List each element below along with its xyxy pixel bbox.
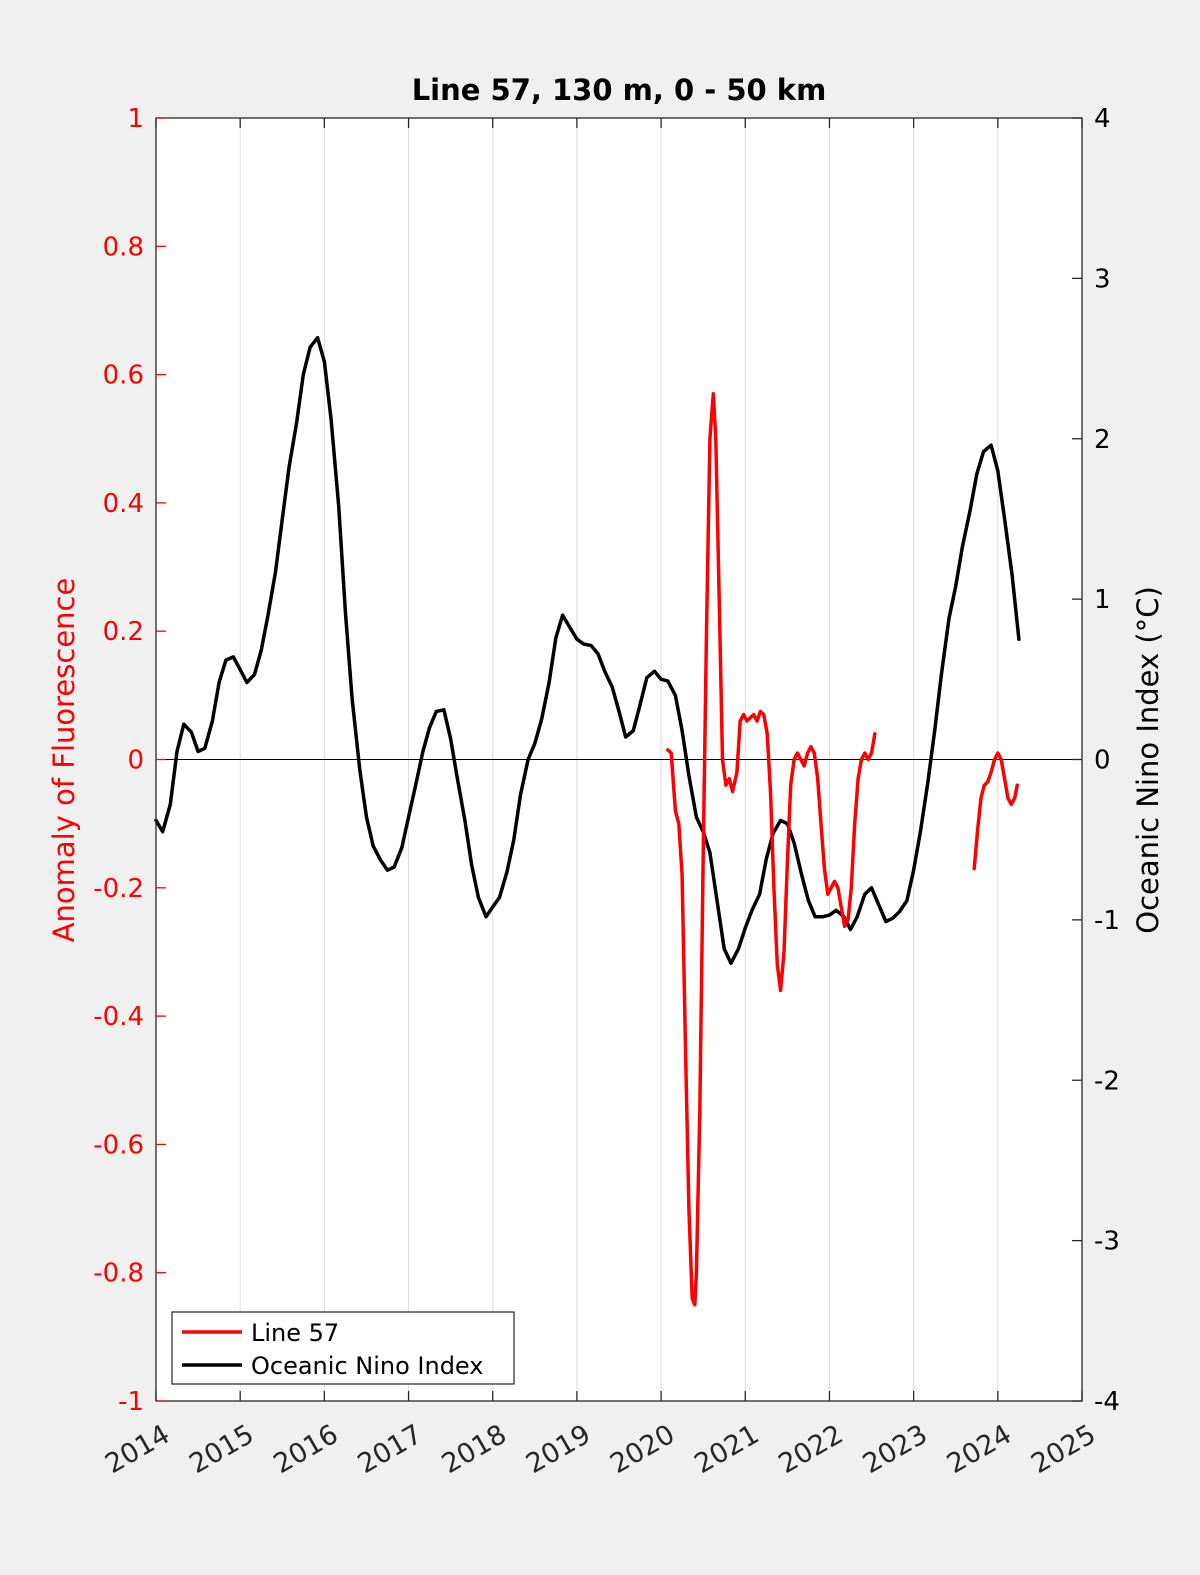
left-axis: 1 0.8 0.6 0.4 0.2 0 -0.2 -0.4 -0.6 -0.8 -1 <box>93 104 166 1417</box>
legend-label-line57: Line 57 <box>251 1319 339 1347</box>
left-tick-label: 0 <box>127 746 144 776</box>
right-tick-label: -2 <box>1094 1066 1120 1096</box>
left-tick-label: 0.2 <box>103 617 144 647</box>
right-tick-label: 0 <box>1094 746 1111 776</box>
left-tick-label: 0.4 <box>103 489 144 519</box>
legend-box <box>171 1311 515 1385</box>
line57-series-line <box>666 392 877 1307</box>
left-tick-label: 0.8 <box>103 232 144 262</box>
right-tick-label: -3 <box>1094 1227 1120 1257</box>
right-tick-label: 1 <box>1094 585 1111 615</box>
legend-label-oni: Oceanic Nino Index <box>251 1352 483 1380</box>
left-tick-label: -0.2 <box>93 874 144 904</box>
legend: Line 57 Oceanic Nino Index <box>171 1311 515 1385</box>
chart-title: Line 57, 130 m, 0 - 50 km <box>412 73 827 107</box>
left-tick-label: -1 <box>118 1387 144 1417</box>
right-axis: 4 3 2 1 0 -1 -2 -3 -4 <box>1072 104 1120 1417</box>
left-tick-label: -0.8 <box>93 1259 144 1289</box>
left-tick-label: 0.6 <box>103 361 144 391</box>
right-tick-label: 3 <box>1094 264 1111 294</box>
right-axis-label: Oceanic Nino Index (°C) <box>1131 586 1165 934</box>
series-layer <box>154 335 1021 1307</box>
left-tick-label: -0.6 <box>93 1130 144 1160</box>
left-axis-label: Anomaly of Fluorescence <box>47 578 81 943</box>
left-tick-label: -0.4 <box>93 1002 144 1032</box>
right-tick-label: -4 <box>1094 1387 1120 1417</box>
left-tick-label: 1 <box>127 104 144 134</box>
right-tick-label: 4 <box>1094 104 1111 134</box>
right-tick-label: 2 <box>1094 425 1111 455</box>
oni-series-line <box>154 335 1021 965</box>
line57-series-line <box>972 751 1019 871</box>
right-tick-label: -1 <box>1094 906 1120 936</box>
